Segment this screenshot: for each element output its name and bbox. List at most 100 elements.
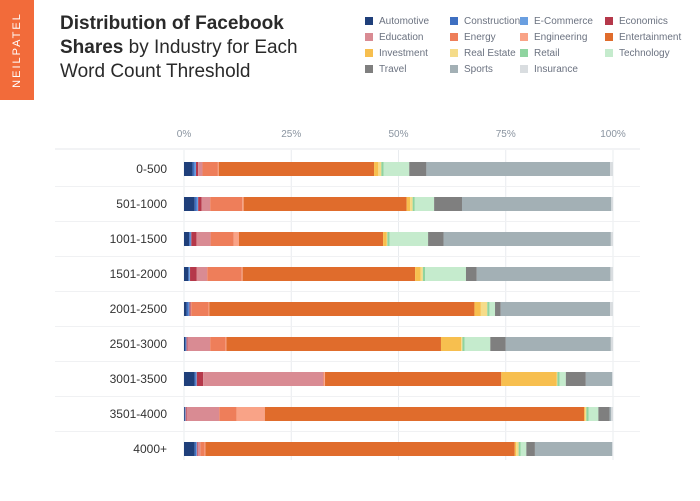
legend-swatch — [450, 33, 458, 41]
legend-swatch — [520, 33, 528, 41]
legend-swatch — [450, 17, 458, 25]
x-tick-label: 100% — [600, 129, 626, 140]
bar-segment-entertainment — [218, 162, 375, 176]
bar-segment-travel — [495, 302, 501, 316]
bar-segment-sports — [443, 232, 611, 246]
legend-swatch — [520, 17, 528, 25]
bar-segment-energy — [200, 442, 205, 456]
bar-segment-retail — [586, 407, 589, 421]
legend-label: Automotive — [379, 16, 430, 27]
bar-segment-retail — [387, 232, 390, 246]
category-label: 501-1000 — [116, 197, 167, 211]
bar-segment-construction — [185, 337, 187, 351]
legend-label: Technology — [619, 48, 670, 59]
category-label: 2001-2500 — [110, 302, 168, 316]
category-label: 3501-4000 — [110, 407, 168, 421]
bar-segment-insurance — [609, 302, 613, 316]
bar-segment-economics — [190, 267, 197, 281]
legend-swatch — [605, 33, 613, 41]
bar-segment-real-estate — [386, 232, 388, 246]
legend-item: Energy — [450, 32, 496, 44]
bar-segment-travel — [409, 162, 427, 176]
bar-segment-engineering — [233, 232, 239, 246]
bar-segment-education — [186, 407, 220, 421]
bar-segment-construction — [194, 197, 197, 211]
legend-item: Retail — [520, 48, 560, 60]
bar-segment-education — [196, 267, 208, 281]
bar-segment-engineering — [236, 407, 265, 421]
bar-segment-travel — [490, 337, 506, 351]
bar-segment-construction — [189, 232, 191, 246]
bar-segment-e-commerce — [196, 442, 197, 456]
bar-segment-travel — [465, 267, 477, 281]
bar-segment-construction — [194, 372, 196, 386]
bar-segment-energy — [219, 407, 237, 421]
bar-segment-energy — [323, 372, 325, 386]
bar-segment-e-commerce — [195, 372, 197, 386]
bar-segment-engineering — [225, 337, 227, 351]
bar-segment-insurance — [611, 197, 613, 211]
bar-segment-education — [201, 197, 211, 211]
legend-label: Economics — [619, 16, 668, 27]
legend-item: Travel — [365, 64, 406, 76]
legend-item: Economics — [605, 16, 668, 28]
legend-label: Sports — [464, 64, 493, 75]
bar-segment-technology — [520, 442, 527, 456]
bar-segment-investment — [584, 407, 586, 421]
bar-segment-sports — [476, 267, 611, 281]
legend-swatch — [365, 33, 373, 41]
legend-item: Automotive — [365, 16, 429, 28]
legend-label: Insurance — [534, 64, 578, 75]
legend-label: Construction — [464, 16, 521, 27]
bar-segment-automotive — [184, 442, 195, 456]
legend-label: E-Commerce — [534, 16, 593, 27]
legend-swatch — [605, 49, 613, 57]
legend-item: E-Commerce — [520, 16, 593, 28]
bar-segment-economics — [191, 232, 197, 246]
bar-segment-construction — [186, 302, 189, 316]
chart-title-bold: Distribution of Facebook Shares — [60, 13, 284, 58]
legend-item: Technology — [605, 48, 670, 60]
bar-segment-economics — [186, 337, 188, 351]
bar-segment-insurance — [611, 407, 613, 421]
x-tick-label: 25% — [281, 129, 301, 140]
bar-segment-energy — [207, 267, 242, 281]
bar-segment-real-estate — [378, 162, 382, 176]
bar-segment-technology — [559, 372, 566, 386]
bar-segment-entertainment — [243, 197, 407, 211]
bar-segment-education — [196, 232, 211, 246]
bar-segment-education — [187, 337, 211, 351]
bar-segment-investment — [406, 197, 411, 211]
bar-segment-travel — [598, 407, 610, 421]
bar-segment-real-estate — [516, 442, 519, 456]
bar-segment-engineering — [242, 197, 244, 211]
bar-segment-retail — [487, 302, 490, 316]
bar-segment-insurance — [610, 232, 613, 246]
bar-segment-automotive — [184, 197, 195, 211]
bar-segment-investment — [514, 442, 517, 456]
x-tick-label: 50% — [388, 129, 408, 140]
bar-segment-construction — [188, 267, 190, 281]
bar-segment-travel — [428, 232, 444, 246]
legend-label: Entertainment — [619, 32, 682, 43]
bar-segment-real-estate — [480, 302, 488, 316]
bar-segment-engineering — [217, 162, 219, 176]
bar-segment-investment — [501, 372, 557, 386]
legend-label: Engineering — [534, 32, 588, 43]
x-tick-label: 0% — [177, 129, 192, 140]
chart-title: Distribution of Facebook Shares by Indus… — [60, 12, 340, 84]
bar-segment-investment — [474, 302, 481, 316]
legend-swatch — [365, 65, 373, 73]
bar-segment-automotive — [184, 372, 195, 386]
bar-segment-sports — [500, 302, 610, 316]
bar-segment-technology — [389, 232, 429, 246]
legend-swatch — [365, 17, 373, 25]
bar-segment-economics — [196, 372, 204, 386]
legend-item: Entertainment — [605, 32, 681, 44]
bar-segment-sports — [534, 442, 613, 456]
bar-segment-construction — [192, 162, 195, 176]
bar-segment-sports — [505, 337, 611, 351]
bar-segment-energy — [210, 232, 234, 246]
bar-segment-engineering — [324, 372, 326, 386]
